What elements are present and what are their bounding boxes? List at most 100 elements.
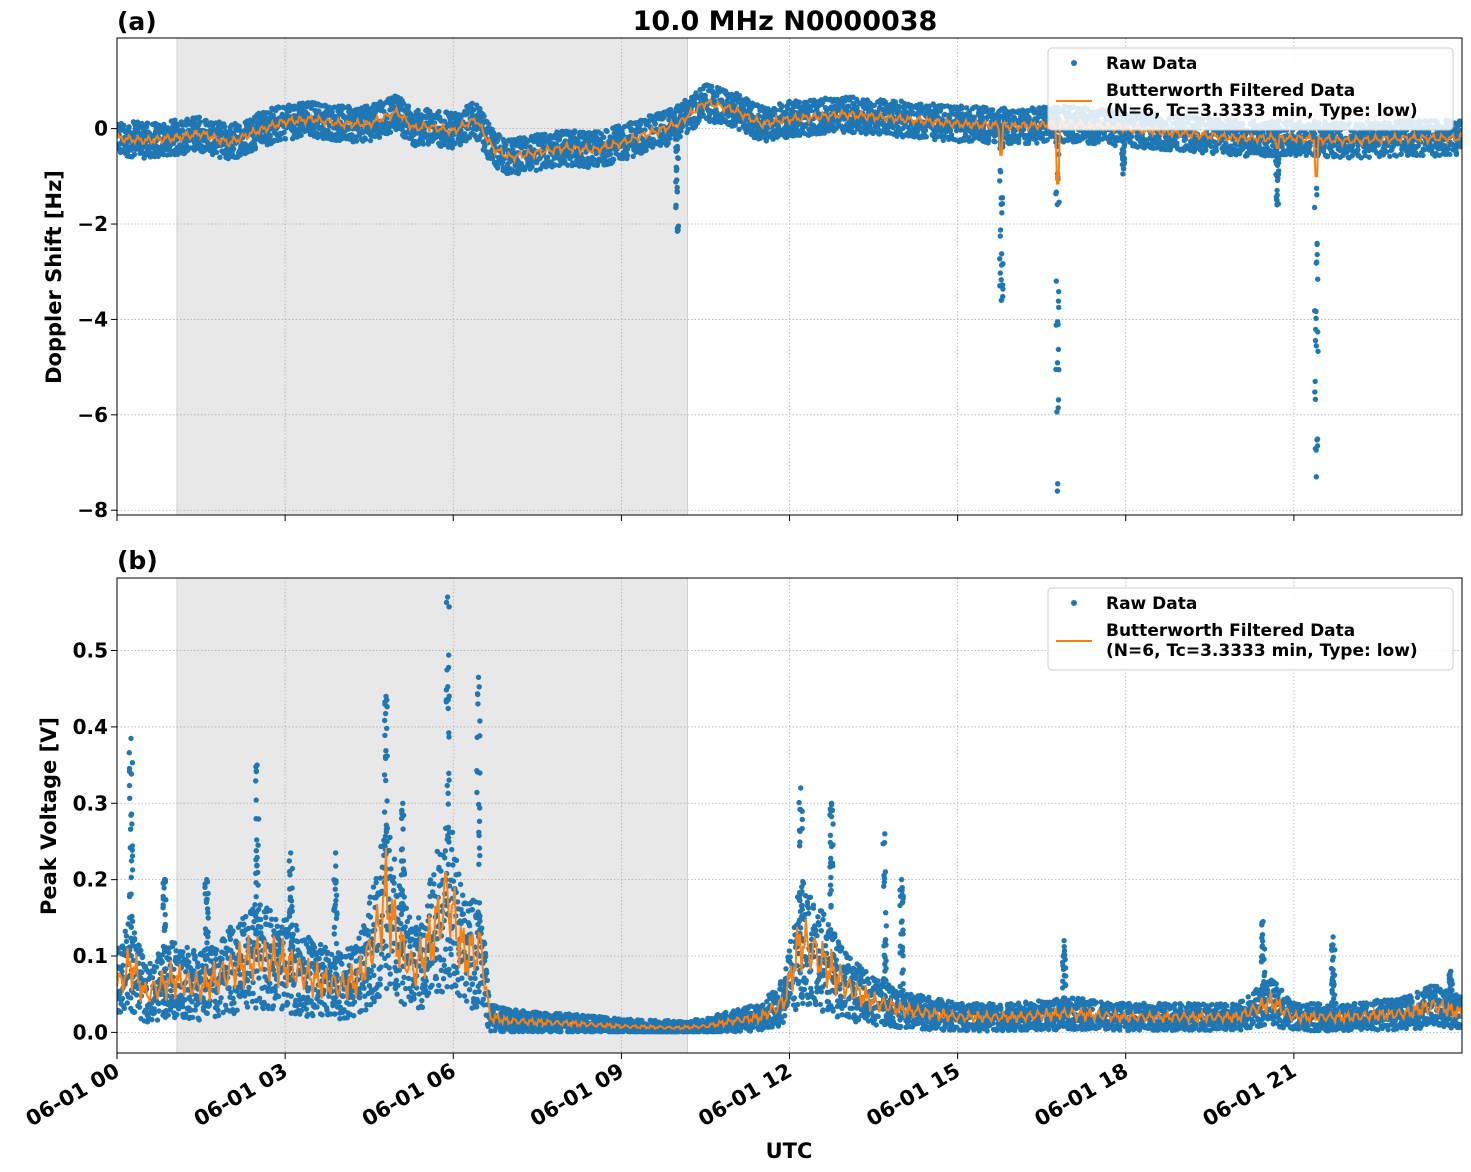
raw-data-point [572,129,578,135]
raw-data-point [611,156,617,163]
raw-data-point [415,107,421,114]
raw-data-point [1208,143,1214,150]
raw-data-point [591,156,597,163]
raw-data-point [946,114,953,121]
raw-data-point [755,128,761,135]
raw-data-point [851,129,857,135]
raw-data-point [1213,148,1220,154]
raw-data-point [1044,137,1050,143]
raw-data-point [405,103,412,109]
raw-data-point [362,136,369,142]
raw-data-point [298,132,304,138]
raw-data-point [420,141,426,147]
raw-data-point [814,107,820,113]
raw-data-point [682,98,689,105]
raw-data-point [329,109,335,115]
raw-data-point [665,140,671,146]
raw-data-point [854,104,860,111]
raw-data-point [543,136,549,142]
raw-data-point [630,153,636,159]
raw-data-point [685,126,691,132]
raw-data-point [131,151,138,158]
raw-data-point [529,164,535,170]
raw-data-point [895,124,901,130]
raw-data-point [652,121,658,127]
raw-data-point [990,107,996,113]
raw-data-point [1355,142,1361,148]
raw-data-point [236,123,242,129]
raw-data-point [1325,153,1331,159]
raw-data-point [276,105,282,111]
raw-data-point [521,167,528,173]
raw-data-point [469,100,475,107]
figure-title: 10.0 MHz N0000038 [633,6,938,37]
raw-data-point [935,133,941,140]
raw-data-point [736,92,743,99]
raw-data-point [471,107,477,113]
raw-data-point [693,90,699,96]
raw-data-point [1384,149,1390,155]
raw-data-point [702,92,708,99]
raw-data-point [948,132,955,138]
raw-data-point [1358,155,1364,161]
raw-data-point [1256,143,1262,149]
raw-data-point [773,107,779,113]
raw-data-point [1387,153,1393,160]
raw-data-point [1350,143,1356,149]
raw-data-point [601,134,607,140]
raw-data-point [452,140,458,146]
raw-data-point [145,120,151,127]
raw-data-point [770,136,776,142]
raw-data-point [923,134,929,140]
raw-data-point [407,111,414,117]
raw-data-point [271,137,277,143]
raw-data-point [503,141,509,148]
raw-data-point [808,107,814,114]
raw-data-point [311,125,318,131]
raw-data-point [1026,115,1032,121]
raw-data-point [624,152,631,159]
raw-data-point [661,114,667,121]
raw-data-point [534,159,540,166]
raw-data-point [736,126,742,132]
raw-data-point [796,99,802,105]
raw-data-point [604,128,610,135]
raw-data-point [836,117,842,124]
raw-data-point [448,110,454,116]
raw-data-point [1135,144,1141,150]
raw-data-point [367,137,374,144]
raw-data-point [1112,142,1118,149]
raw-data-point [449,145,455,151]
raw-data-point [1016,136,1022,143]
panel-a-label: (a) [117,7,157,36]
raw-data-point [1398,151,1404,157]
raw-data-point [1211,139,1218,145]
raw-data-point [708,83,715,89]
raw-data-point [213,149,220,155]
raw-data-point [481,113,487,120]
raw-data-point [376,134,383,140]
raw-data-point [326,123,333,129]
raw-data-point [121,122,127,129]
raw-data-point [542,131,548,137]
raw-data-point [911,111,917,117]
raw-data-point [624,146,631,152]
raw-data-point [779,103,785,109]
raw-data-point [959,104,965,111]
raw-data-point [527,144,533,150]
raw-data-point [875,124,881,131]
raw-data-point [784,134,790,140]
raw-data-point [281,129,287,136]
raw-data-point [282,136,289,142]
raw-data-point [863,131,869,137]
raw-data-point [477,105,483,112]
raw-data-point [126,124,132,130]
raw-data-point [992,139,998,145]
raw-data-point [607,151,614,157]
raw-data-point [533,167,539,174]
raw-data-point [1034,140,1040,146]
raw-data-point [304,111,311,117]
panel-a-ylabel: Doppler Shift [Hz] [42,170,66,384]
raw-data-point [1048,133,1054,140]
